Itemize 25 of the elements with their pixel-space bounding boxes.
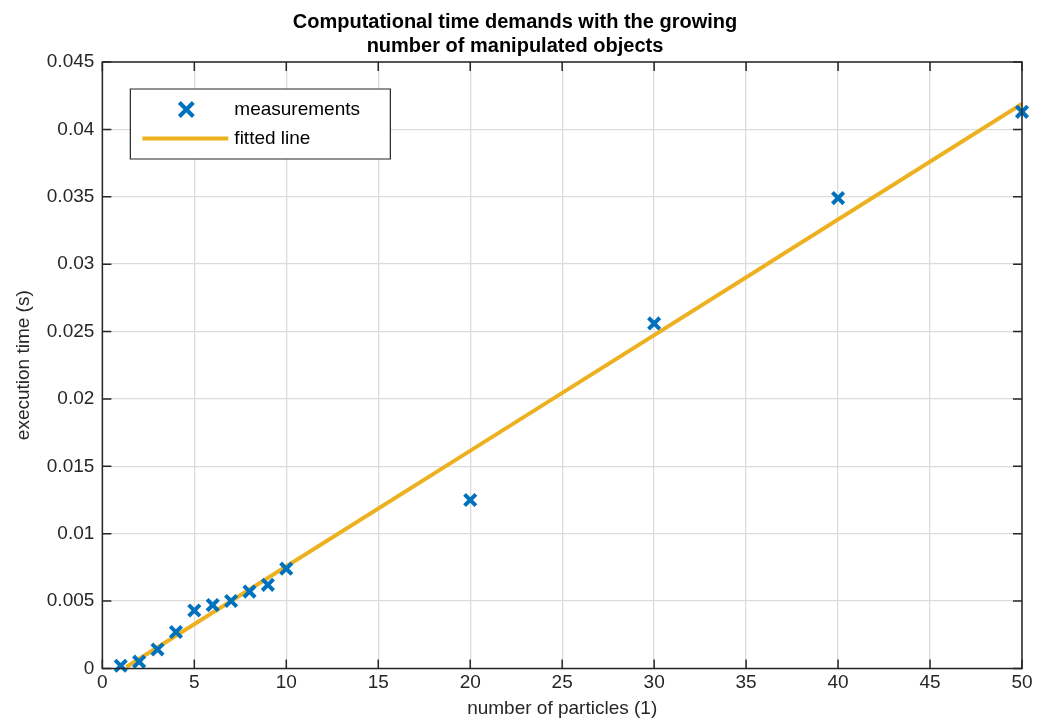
legend-label: fitted line (234, 126, 311, 148)
chart-title: Computational time demands with the growing number of manipulated objects (292, 9, 738, 56)
y-tick-label: 0.005 (46, 589, 95, 611)
legend-label: measurements (234, 97, 361, 119)
y-tick-label: 0.035 (46, 184, 95, 206)
x-tick-label: 15 (367, 671, 389, 693)
x-tick-label: 25 (551, 671, 573, 693)
x-tick-label: 10 (275, 671, 297, 693)
y-tick-label: 0.045 (46, 50, 95, 72)
y-tick-label: 0.03 (57, 252, 95, 274)
y-tick-label: 0.015 (46, 454, 95, 476)
x-axis-title: number of particles (1) (467, 696, 658, 718)
y-tick-label: 0.025 (46, 319, 95, 341)
x-tick-label: 50 (1011, 671, 1033, 693)
x-tick-label: 30 (643, 671, 665, 693)
x-tick-label: 40 (827, 671, 849, 693)
x-tick-label: 5 (189, 671, 200, 693)
x-tick-label: 45 (919, 671, 941, 693)
y-tick-label: 0 (83, 656, 95, 678)
y-tick-label: 0.01 (57, 521, 95, 543)
x-tick-label: 20 (459, 671, 481, 693)
y-tick-label: 0.04 (57, 117, 95, 139)
x-tick-label: 35 (735, 671, 757, 693)
y-axis-title: execution time (s) (11, 290, 33, 441)
y-tick-label: 0.02 (57, 387, 95, 409)
